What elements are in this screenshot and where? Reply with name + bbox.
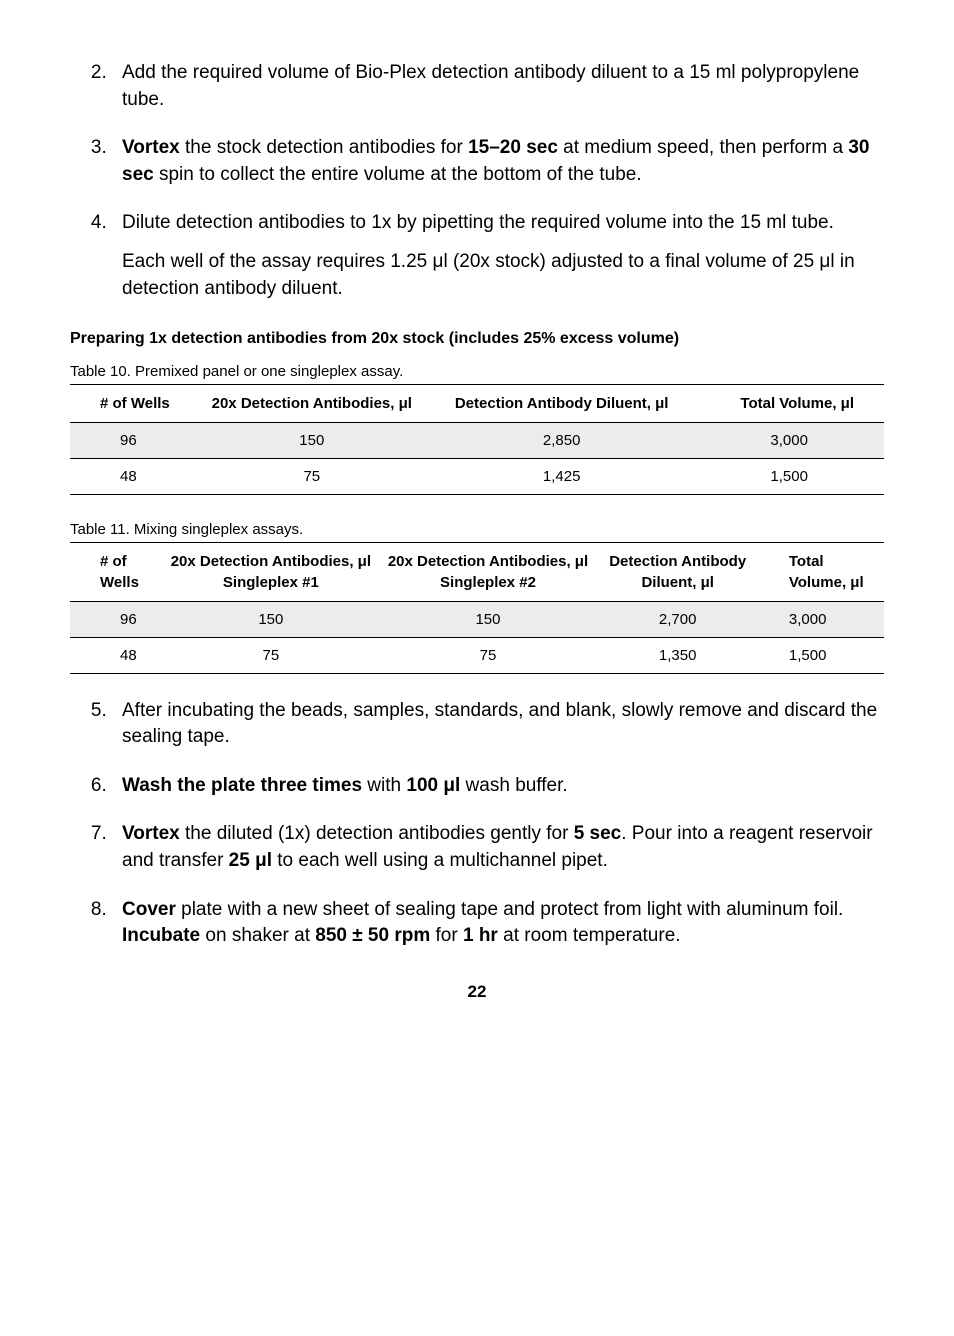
t11-r1-c2: 75 (162, 637, 379, 673)
t11-h3: 20x Detection Antibodies, μl Singleplex … (379, 542, 596, 601)
table-row: 96 150 2,850 3,000 (70, 422, 884, 458)
table-10-header-row: # of Wells 20x Detection Antibodies, μl … (70, 384, 884, 422)
step-7-text-1: the diluted (1x) detection antibodies ge… (180, 823, 574, 844)
instruction-list-bottom: After incubating the beads, samples, sta… (70, 698, 884, 950)
step-6-bold-2: 100 μl (406, 775, 460, 796)
page-number: 22 (70, 980, 884, 1004)
step-3-bold-2: 15–20 sec (468, 137, 558, 158)
t10-r0-c2: 150 (191, 422, 433, 458)
step-8-text-4: at room temperature. (498, 925, 681, 946)
step-4-text-a: Dilute detection antibodies to 1x by pip… (122, 212, 834, 233)
step-8-text-3: for (430, 925, 463, 946)
table-11-header-row: # of Wells 20x Detection Antibodies, μl … (70, 542, 884, 601)
t11-r1-c4: 1,350 (597, 637, 759, 673)
step-6-text-2: wash buffer. (460, 775, 567, 796)
t11-r0-c1: 96 (70, 601, 162, 637)
step-8-bold-2: Incubate (122, 925, 200, 946)
instruction-list-top: Add the required volume of Bio-Plex dete… (70, 60, 884, 302)
table-row: 48 75 1,425 1,500 (70, 458, 884, 494)
table-row: 96 150 150 2,700 3,000 (70, 601, 884, 637)
t11-r0-c2: 150 (162, 601, 379, 637)
t11-r1-c5: 1,500 (759, 637, 884, 673)
t11-h1: # of Wells (70, 542, 162, 601)
t11-r0-c3: 150 (379, 601, 596, 637)
t11-h2: 20x Detection Antibodies, μl Singleplex … (162, 542, 379, 601)
table-row: 48 75 75 1,350 1,500 (70, 637, 884, 673)
step-8-text-2: on shaker at (200, 925, 315, 946)
step-2: Add the required volume of Bio-Plex dete… (112, 60, 884, 113)
section-heading: Preparing 1x detection antibodies from 2… (70, 328, 884, 350)
step-5: After incubating the beads, samples, sta… (112, 698, 884, 751)
step-8: Cover plate with a new sheet of sealing … (112, 897, 884, 950)
step-7: Vortex the diluted (1x) detection antibo… (112, 821, 884, 874)
step-7-bold-2: 5 sec (574, 823, 622, 844)
step-3-text-2: at medium speed, then perform a (558, 137, 848, 158)
step-6: Wash the plate three times with 100 μl w… (112, 773, 884, 800)
t11-r1-c3: 75 (379, 637, 596, 673)
step-8-text-1: plate with a new sheet of sealing tape a… (176, 899, 843, 920)
step-4: Dilute detection antibodies to 1x by pip… (112, 210, 884, 302)
step-3-text-3: spin to collect the entire volume at the… (154, 164, 642, 185)
t10-r1-c1: 48 (70, 458, 191, 494)
step-6-bold-1: Wash the plate three times (122, 775, 362, 796)
t10-h3: Detection Antibody Diluent, μl (433, 384, 690, 422)
t10-r1-c2: 75 (191, 458, 433, 494)
step-4-text-b: Each well of the assay requires 1.25 μl … (122, 249, 884, 302)
t10-r1-c4: 1,500 (690, 458, 884, 494)
t11-h5: Total Volume, μl (759, 542, 884, 601)
table-10: # of Wells 20x Detection Antibodies, μl … (70, 384, 884, 495)
step-3-text-1: the stock detection antibodies for (180, 137, 468, 158)
t10-r0-c3: 2,850 (433, 422, 690, 458)
table-10-caption: Table 10. Premixed panel or one singlepl… (70, 361, 884, 382)
step-5-text: After incubating the beads, samples, sta… (122, 700, 877, 748)
t10-h4: Total Volume, μl (690, 384, 884, 422)
table-11: # of Wells 20x Detection Antibodies, μl … (70, 542, 884, 674)
step-7-bold-1: Vortex (122, 823, 180, 844)
t11-r1-c1: 48 (70, 637, 162, 673)
table-11-caption: Table 11. Mixing singleplex assays. (70, 519, 884, 540)
step-8-bold-3: 850 ± 50 rpm (315, 925, 430, 946)
step-3: Vortex the stock detection antibodies fo… (112, 135, 884, 188)
t11-h4: Detection Antibody Diluent, μl (597, 542, 759, 601)
step-8-bold-1: Cover (122, 899, 176, 920)
t11-r0-c4: 2,700 (597, 601, 759, 637)
t10-r0-c4: 3,000 (690, 422, 884, 458)
t11-r0-c5: 3,000 (759, 601, 884, 637)
step-3-bold-1: Vortex (122, 137, 180, 158)
step-7-bold-3: 25 μl (229, 850, 272, 871)
t10-r0-c1: 96 (70, 422, 191, 458)
t10-h2: 20x Detection Antibodies, μl (191, 384, 433, 422)
t10-r1-c3: 1,425 (433, 458, 690, 494)
step-6-text-1: with (362, 775, 406, 796)
step-2-text: Add the required volume of Bio-Plex dete… (122, 62, 859, 110)
t10-h1: # of Wells (70, 384, 191, 422)
step-7-text-3: to each well using a multichannel pipet. (272, 850, 608, 871)
step-8-bold-4: 1 hr (463, 925, 498, 946)
